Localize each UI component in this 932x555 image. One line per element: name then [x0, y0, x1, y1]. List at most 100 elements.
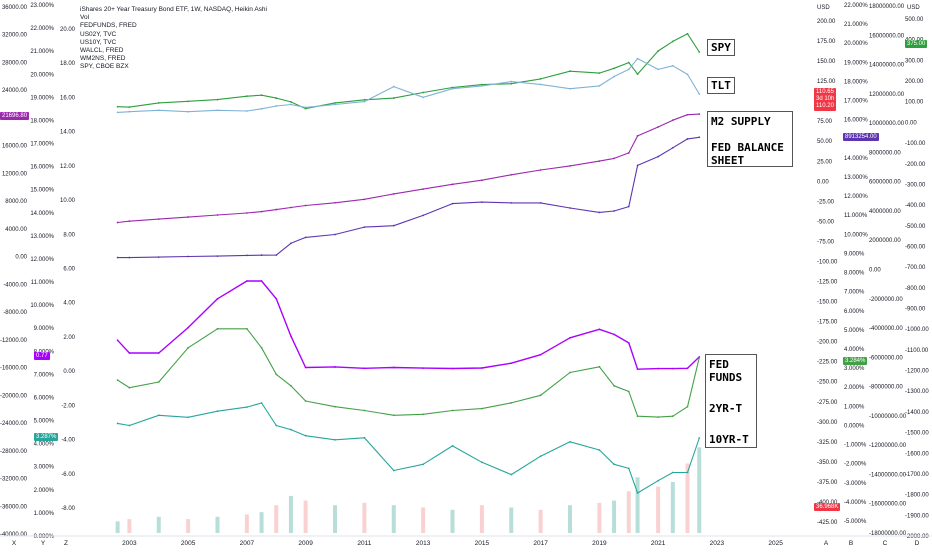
series-point-tlt-0 — [116, 111, 119, 114]
right-pct-axis-tick-20: 2.000% — [844, 385, 865, 391]
volume-bar-2 — [156, 516, 161, 533]
series-point-walcl-19 — [598, 211, 601, 214]
series-point-tlt-21 — [627, 68, 630, 71]
right-pct-axis-tick-25: -3.000% — [844, 481, 867, 487]
annotation-box-m2-fed: M2 SUPPLY FED BALANCE SHEET — [707, 111, 793, 167]
series-point-us02y-15 — [480, 407, 483, 410]
series-point-wm2ns-10 — [334, 201, 336, 204]
annotation-10yr: 10YR-T — [709, 433, 749, 446]
series-point-tlt-24 — [671, 64, 674, 67]
series-point-wm2ns-2 — [157, 218, 160, 221]
left-pct-axis-tick-20: 3.000% — [34, 465, 55, 471]
series-point-tlt-26 — [698, 93, 701, 95]
far-right-axis-tick-24: -1900.00 — [905, 513, 929, 519]
series-point-us02y-3 — [187, 346, 190, 349]
series-point-walcl-3 — [187, 255, 190, 258]
series-point-us10y-20 — [613, 463, 615, 466]
series-point-walcl-14 — [451, 202, 454, 205]
right-big-axis-tick-18: -18000000.00 — [869, 531, 907, 537]
series-point-us02y-12 — [392, 414, 395, 417]
far-right-axis-tick-22: -1700.00 — [905, 472, 929, 478]
volume-bar-24 — [670, 482, 675, 533]
right-usd-axis-tick-13: -125.00 — [817, 280, 838, 286]
series-point-us10y-24 — [671, 471, 674, 474]
far-left-axis-tick-7: 8000.00 — [5, 199, 27, 205]
right-big-axis-tick-4: 10000000.00 — [869, 121, 905, 127]
series-point-walcl-21 — [627, 205, 630, 208]
series-point-us02y-20 — [613, 384, 615, 387]
series-point-us02y-4 — [216, 327, 219, 330]
series-point-walcl-10 — [334, 233, 336, 236]
series-point-us02y-14 — [451, 409, 454, 412]
series-point-tlt-3 — [187, 110, 190, 113]
right-usd-axis-tick-1: 175.00 — [817, 39, 836, 45]
series-point-tlt-6 — [260, 107, 263, 110]
left-pct-axis-tick-10: 13.000% — [30, 234, 54, 240]
series-point-tlt-17 — [539, 83, 542, 86]
series-point-us02y-9 — [304, 400, 307, 402]
far-right-axis-tick-18: -1300.00 — [905, 389, 929, 395]
left-pct-axis-tick-2: 21.000% — [30, 49, 54, 55]
m2-price-tag: 21696.80 — [0, 112, 30, 120]
volume-bar-26 — [697, 447, 702, 533]
right-usd-axis-tick-23: -375.00 — [817, 480, 838, 486]
right-usd-axis-tick-8: 0.00 — [817, 179, 829, 185]
series-point-walcl-9 — [304, 236, 307, 239]
series-point-fedfunds-14 — [451, 367, 454, 370]
left-small-axis-tick-0: 20.00 — [60, 27, 76, 33]
series-point-spy-4 — [216, 98, 219, 101]
right-usd-axis-tick-6: 50.00 — [817, 139, 833, 145]
right-usd-unit: USD — [817, 5, 830, 11]
series-point-tlt-15 — [480, 84, 483, 87]
left-small-axis-tick-11: -2.00 — [61, 403, 75, 409]
far-left-axis-tick-15: -24000.00 — [0, 421, 28, 427]
series-point-spy-9 — [304, 107, 307, 110]
series-point-walcl-18 — [569, 207, 571, 209]
far-right-unit: USD — [907, 5, 920, 11]
volume-bar-16 — [509, 507, 514, 533]
right-usd-axis-tick-24: -400.00 — [817, 500, 838, 506]
series-point-walcl-20 — [613, 210, 615, 212]
series-point-us10y-10 — [334, 438, 336, 441]
volume-bar-10 — [333, 505, 337, 533]
volume-bar-21 — [626, 491, 631, 533]
series-point-us02y-19 — [598, 365, 601, 368]
left-small-axis-tick-2: 16.00 — [60, 95, 76, 101]
series-point-fedfunds-24 — [671, 367, 674, 370]
series-point-wm2ns-21 — [627, 152, 630, 154]
far-left-axis-tick-0: 36000.00 — [2, 5, 28, 11]
legend-item-vol: Vol — [80, 14, 90, 22]
series-point-us10y-15 — [480, 461, 483, 464]
left-pct-axis-tick-17: 6.000% — [34, 395, 55, 401]
us02y-price-tag: 3.284% — [843, 357, 868, 365]
series-point-spy-16 — [510, 82, 513, 85]
left-small-axis-tick-3: 14.00 — [60, 130, 76, 136]
x-axis-tick-7: 2017 — [533, 540, 548, 547]
series-point-walcl-26 — [698, 136, 701, 139]
series-point-spy-2 — [157, 101, 160, 104]
series-point-us10y-19 — [598, 449, 601, 451]
right-pct-axis-tick-14: 8.000% — [844, 271, 865, 277]
series-line-walcl — [117, 136, 700, 259]
series-point-us10y-9 — [304, 434, 307, 437]
series-point-wm2ns-15 — [480, 179, 483, 182]
annotation-box-rates: FED FUNDS 2YR-T 10YR-T — [705, 354, 757, 448]
left-pct-axis-tick-8: 15.000% — [30, 188, 54, 194]
volume-bar-15 — [479, 505, 484, 533]
series-line-us02y — [117, 328, 700, 418]
series-point-spy-22 — [636, 73, 639, 75]
legend-item-us02y: US02Y, TVC — [80, 30, 117, 38]
series-point-fedfunds-18 — [569, 336, 571, 339]
walcl-price-tag: 8913254.00 — [843, 133, 879, 141]
left-pct-axis-tick-12: 11.000% — [31, 280, 55, 286]
series-point-us10y-3 — [187, 416, 190, 419]
axes-layer: 36000.0032000.0028000.0024000.0020000.00… — [0, 3, 932, 547]
left-small-axis-tick-4: 12.00 — [60, 164, 76, 170]
series-point-wm2ns-18 — [569, 165, 571, 167]
bottom-letter-left-1: Y — [41, 540, 46, 547]
series-point-us10y-23 — [657, 479, 660, 482]
right-big-axis-tick-16: -14000000.00 — [869, 472, 907, 478]
left-pct-axis-tick-9: 14.000% — [30, 211, 54, 217]
series-point-us10y-22 — [636, 492, 639, 494]
